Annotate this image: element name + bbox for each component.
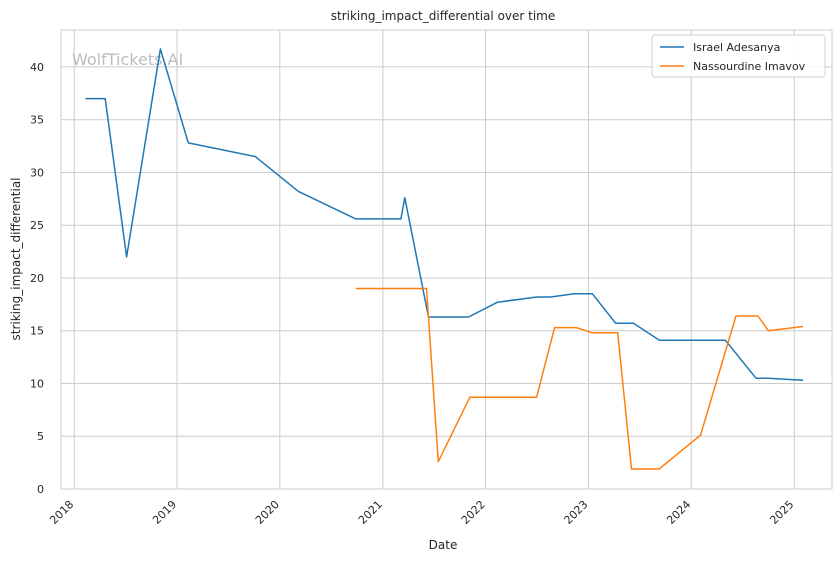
legend-label-0: Israel Adesanya <box>693 41 780 54</box>
y-tick-labels: 0 5 10 15 20 25 30 35 40 <box>30 61 44 496</box>
y-tick-label: 35 <box>30 114 44 127</box>
y-tick-label: 10 <box>30 377 44 390</box>
y-axis-title: striking_impact_differential <box>9 177 23 340</box>
series-line-0 <box>85 48 804 382</box>
y-tick-label: 5 <box>37 430 44 443</box>
legend: Israel Adesanya Nassourdine Imavov <box>651 34 826 78</box>
chart-title: striking_impact_differential over time <box>331 9 556 23</box>
series-line-1 <box>355 287 804 470</box>
x-axis-title: Date <box>429 538 458 552</box>
series-lines <box>85 48 804 470</box>
y-tick-label: 30 <box>30 166 44 179</box>
y-tick-label: 25 <box>30 219 44 232</box>
watermark: WolfTickets.AI <box>72 50 183 69</box>
legend-label-1: Nassourdine Imavov <box>693 60 806 73</box>
plot-area <box>61 30 832 489</box>
y-tick-label: 15 <box>30 325 44 338</box>
y-tick-label: 20 <box>30 272 44 285</box>
y-tick-label: 40 <box>30 61 44 74</box>
y-tick-label: 0 <box>37 483 44 496</box>
legend-box <box>651 34 826 78</box>
plot-frame <box>60 29 833 490</box>
